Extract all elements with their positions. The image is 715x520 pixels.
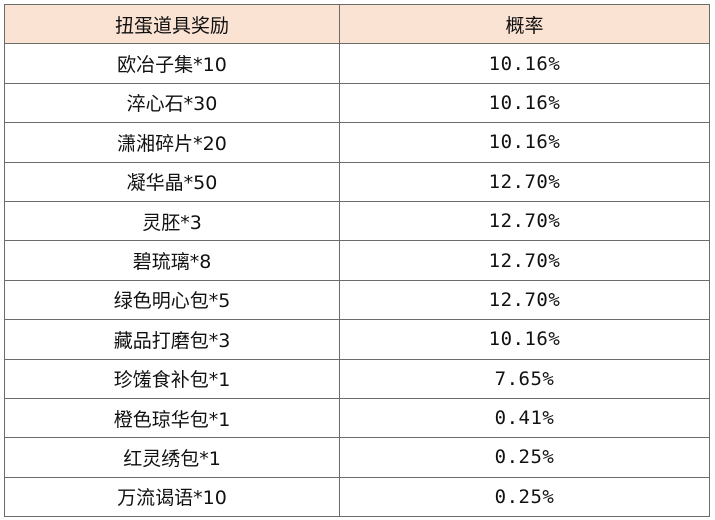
table-row: 绿色明心包*5 12.70% (4, 279, 710, 321)
item-cell: 凝华晶*50 (4, 161, 340, 202)
item-cell: 橙色琼华包*1 (4, 397, 340, 439)
table-row: 碧琉璃*8 12.70% (4, 240, 710, 281)
probability-cell: 0.25% (339, 476, 710, 518)
item-cell: 绿色明心包*5 (4, 279, 340, 321)
table-row: 藏品打磨包*3 10.16% (4, 319, 710, 360)
probability-cell: 10.16% (339, 43, 710, 84)
probability-cell: 10.16% (339, 319, 710, 360)
table-row: 万流谒语*10 0.25% (4, 476, 710, 518)
probability-cell: 12.70% (339, 161, 710, 202)
probability-cell: 12.70% (339, 279, 710, 321)
gacha-probability-table: 扭蛋道具奖励 概率 欧冶子集*10 10.16% 淬心石*30 10.16% 潇… (4, 3, 710, 518)
header-probability: 概率 (339, 3, 710, 45)
probability-cell: 0.41% (339, 397, 710, 439)
probability-cell: 10.16% (339, 122, 710, 163)
table-header-row: 扭蛋道具奖励 概率 (4, 3, 710, 45)
item-cell: 淬心石*30 (4, 82, 340, 124)
item-cell: 潇湘碎片*20 (4, 122, 340, 163)
probability-cell: 10.16% (339, 82, 710, 124)
probability-cell: 7.65% (339, 358, 710, 399)
item-cell: 万流谒语*10 (4, 476, 340, 518)
table-row: 红灵绣包*1 0.25% (4, 437, 710, 478)
table-row: 欧冶子集*10 10.16% (4, 43, 710, 84)
probability-cell: 0.25% (339, 437, 710, 478)
table-row: 橙色琼华包*1 0.41% (4, 397, 710, 439)
table-row: 珍馐食补包*1 7.65% (4, 358, 710, 399)
item-cell: 碧琉璃*8 (4, 240, 340, 281)
probability-cell: 12.70% (339, 200, 710, 242)
table-row: 灵胚*3 12.70% (4, 200, 710, 242)
header-item: 扭蛋道具奖励 (4, 3, 340, 45)
item-cell: 藏品打磨包*3 (4, 319, 340, 360)
item-cell: 珍馐食补包*1 (4, 358, 340, 399)
item-cell: 欧冶子集*10 (4, 43, 340, 84)
table-row: 淬心石*30 10.16% (4, 82, 710, 124)
item-cell: 红灵绣包*1 (4, 437, 340, 478)
table-row: 潇湘碎片*20 10.16% (4, 122, 710, 163)
table-row: 凝华晶*50 12.70% (4, 161, 710, 202)
probability-cell: 12.70% (339, 240, 710, 281)
item-cell: 灵胚*3 (4, 200, 340, 242)
